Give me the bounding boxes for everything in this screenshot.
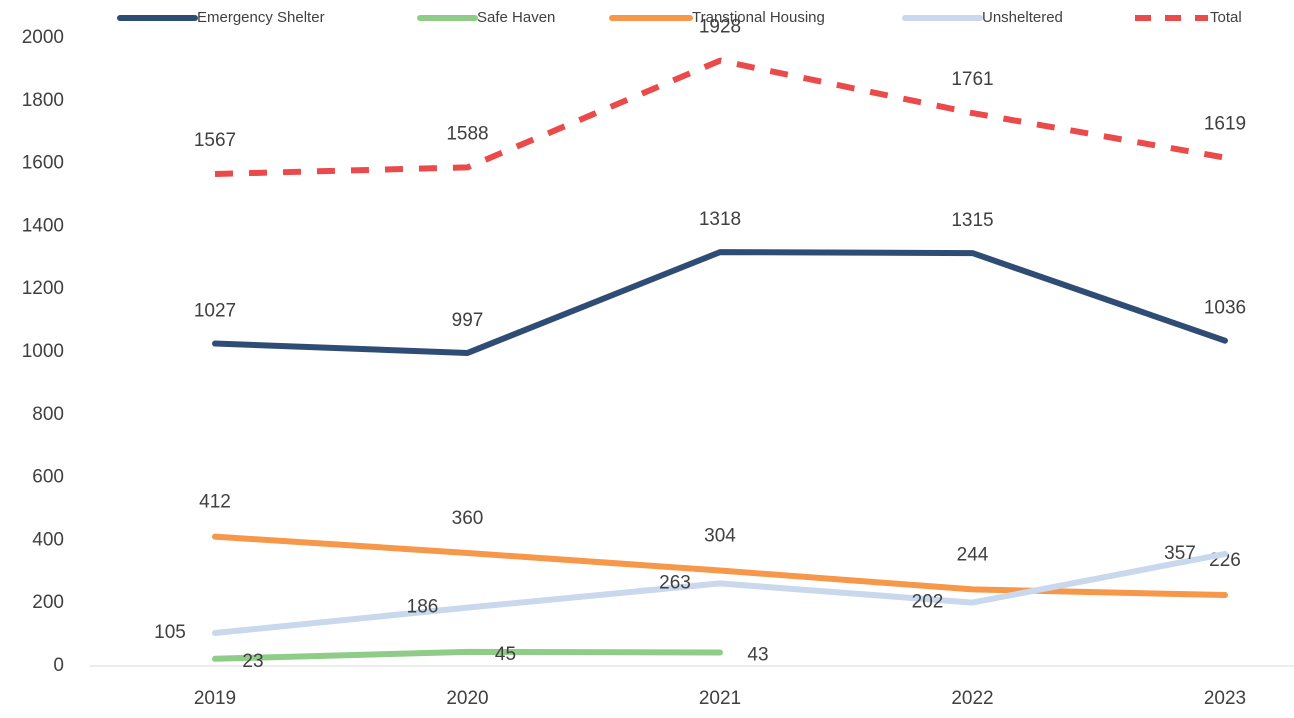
y-tick-label: 0	[53, 655, 64, 676]
series-line	[212, 533, 1228, 599]
data-label: 1567	[194, 130, 236, 151]
y-tick-label: 2000	[22, 27, 64, 48]
legend-label: Unsheltered	[982, 9, 1063, 26]
x-tick-label: 2020	[446, 688, 488, 709]
y-tick-label: 600	[32, 467, 64, 488]
series-line	[212, 648, 723, 662]
data-label: 1318	[699, 209, 741, 230]
x-tick-label: 2019	[194, 688, 236, 709]
data-label: 263	[659, 572, 691, 593]
y-tick-label: 1400	[22, 215, 64, 236]
data-label: 43	[747, 645, 768, 666]
y-tick-label: 1600	[22, 153, 64, 174]
y-tick-label: 800	[32, 404, 64, 425]
legend-label: Emergency Shelter	[197, 9, 325, 26]
data-label: 244	[957, 544, 989, 565]
series-line	[212, 249, 1228, 356]
y-tick-label: 400	[32, 529, 64, 550]
data-label: 357	[1164, 543, 1196, 564]
y-tick-label: 1200	[22, 278, 64, 299]
data-label: 186	[407, 597, 439, 618]
x-tick-label: 2022	[951, 688, 993, 709]
data-label: 304	[704, 526, 736, 547]
data-label: 1588	[446, 123, 488, 144]
legend-label: Transtional Housing	[692, 9, 825, 26]
y-tick-label: 1800	[22, 90, 64, 111]
data-label: 1619	[1204, 114, 1246, 135]
y-tick-label: 1000	[22, 341, 64, 362]
y-tick-label: 200	[32, 592, 64, 613]
data-label: 1761	[951, 69, 993, 90]
data-label: 1928	[699, 17, 741, 38]
data-label: 360	[452, 508, 484, 529]
data-label: 1036	[1204, 298, 1246, 319]
legend-label: Total	[1210, 9, 1242, 26]
data-label: 1027	[194, 301, 236, 322]
x-tick-label: 2021	[699, 688, 741, 709]
legend-label: Safe Haven	[477, 9, 555, 26]
data-label: 105	[154, 622, 186, 643]
series-line	[212, 550, 1228, 637]
data-label: 1315	[951, 210, 993, 231]
data-label: 997	[452, 310, 484, 331]
series-line	[214, 57, 1226, 177]
data-label: 45	[495, 644, 516, 665]
x-tick-label: 2023	[1204, 688, 1246, 709]
data-label: 202	[912, 592, 944, 613]
data-label: 23	[242, 651, 263, 672]
data-label: 412	[199, 492, 231, 513]
